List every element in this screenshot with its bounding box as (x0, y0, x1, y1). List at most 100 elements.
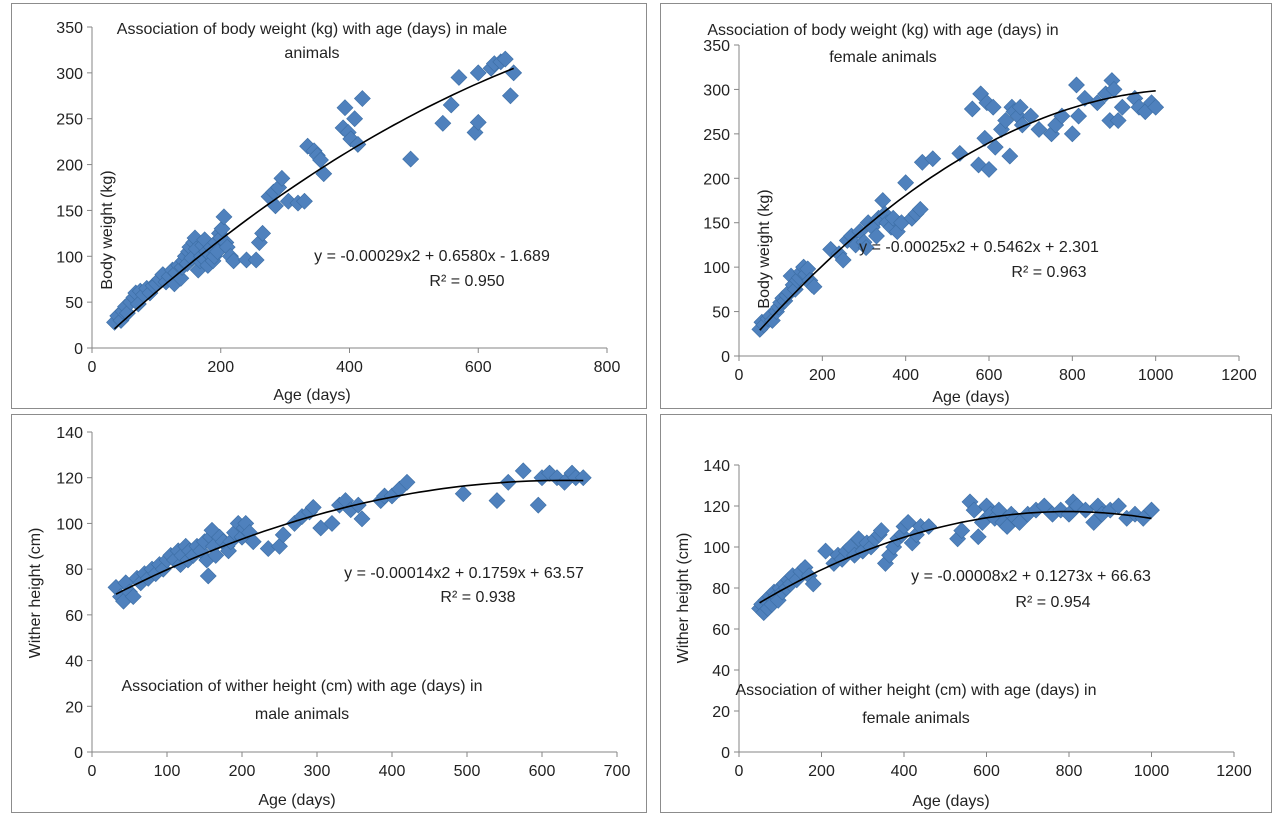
y-tick-label: 300 (703, 82, 730, 99)
x-tick-label: 1200 (1216, 763, 1252, 780)
x-axis-label: Age (days) (258, 792, 335, 809)
data-point (271, 537, 288, 555)
chart-svg: 0 50 100 150 200 250 300 350 0 200 400 600 800 1000 12… (703, 22, 1257, 406)
data-point (213, 220, 231, 238)
data-point (1013, 116, 1031, 134)
data-point (574, 469, 592, 487)
data-point (469, 64, 487, 82)
data-point (897, 174, 915, 192)
data-point (505, 64, 523, 82)
y-tick-label: 140 (56, 425, 83, 442)
data-point (953, 522, 971, 540)
y-tick-label: 20 (65, 699, 83, 716)
data-point (965, 501, 983, 519)
chart-panel-male-weight: 0 50 100 150 200 250 300 350 0 200 400 600 800 Associ… (11, 3, 647, 409)
data-point (442, 96, 460, 114)
r-squared-label: R² = 0.954 (1015, 594, 1090, 611)
x-tick-label: 500 (454, 763, 481, 780)
data-point (353, 90, 371, 107)
x-tick-label: 600 (976, 367, 1003, 384)
y-tick-label: 250 (56, 112, 83, 129)
x-tick-label: 200 (207, 359, 234, 376)
chart-title-line: male animals (255, 706, 349, 723)
y-tick-label: 60 (712, 622, 730, 639)
x-axis-label: Age (days) (273, 387, 350, 404)
data-point (969, 528, 987, 546)
x-axis-label: Age (days) (912, 793, 989, 810)
trendline (115, 479, 584, 595)
chart-svg: 0 20 40 60 80 100 120 140 0 200 400 600 800 1000 1200 A… (675, 458, 1252, 810)
data-point (469, 113, 487, 131)
x-tick-label: 0 (735, 367, 744, 384)
data-point (805, 278, 823, 296)
trendline (759, 90, 1156, 331)
y-tick-label: 50 (65, 295, 83, 312)
y-axis-label: Body weight (kg) (99, 170, 116, 289)
trend-equation: y = -0.00029x2 + 0.6580x - 1.689 (314, 248, 550, 265)
data-point (274, 526, 292, 544)
data-point (899, 513, 917, 531)
x-tick-label: 600 (465, 359, 492, 376)
data-point (804, 575, 822, 593)
data-point (997, 112, 1015, 129)
data-point (1035, 497, 1053, 515)
x-tick-label: 800 (1056, 763, 1083, 780)
r-squared-label: R² = 0.950 (429, 273, 504, 290)
chart-title-line: Association of body weight (kg) with age… (707, 22, 1058, 39)
data-point (502, 87, 519, 105)
x-tick-label: 200 (809, 367, 836, 384)
chart-title-line: Association of body weight (kg) with age… (117, 21, 508, 38)
y-tick-label: 120 (56, 471, 83, 488)
data-point (199, 567, 217, 585)
x-tick-label: 600 (973, 763, 1000, 780)
x-tick-label: 400 (892, 367, 919, 384)
r-squared-label: R² = 0.963 (1011, 264, 1086, 281)
x-tick-label: 200 (808, 763, 835, 780)
x-tick-label: 1000 (1134, 763, 1170, 780)
chart-title-line: Association of wither height (cm) with a… (121, 678, 482, 695)
data-point (990, 501, 1008, 519)
data-point (336, 99, 354, 117)
data-point (986, 138, 1004, 156)
data-point (353, 510, 371, 528)
data-point (247, 251, 265, 269)
x-tick-label: 200 (229, 763, 256, 780)
y-tick-label: 350 (56, 20, 83, 37)
data-point (980, 160, 998, 178)
y-tick-label: 50 (712, 305, 730, 322)
x-tick-label: 300 (304, 763, 331, 780)
trend-equation: y = -0.00008x2 + 0.1273x + 66.63 (911, 568, 1151, 585)
data-point (834, 251, 852, 269)
data-point (998, 518, 1016, 535)
data-point (398, 473, 416, 491)
x-tick-label: 0 (88, 359, 97, 376)
chart-title-line: female animals (862, 710, 970, 727)
x-tick-label: 800 (594, 359, 621, 376)
x-tick-label: 100 (154, 763, 181, 780)
data-point (1147, 98, 1165, 116)
y-tick-label: 80 (65, 562, 83, 579)
y-tick-label: 140 (703, 458, 730, 475)
data-point (254, 224, 272, 242)
data-point (1113, 98, 1131, 116)
data-point (315, 165, 333, 183)
data-point (323, 515, 341, 532)
x-tick-label: 600 (529, 763, 556, 780)
chart-panel-female-weight: 0 50 100 150 200 250 300 350 0 200 400 600 800 1000 12… (660, 3, 1272, 409)
data-point (450, 69, 468, 86)
data-point (244, 533, 262, 551)
data-point (857, 239, 875, 257)
y-tick-label: 200 (703, 171, 730, 188)
y-tick-label: 120 (703, 499, 730, 516)
data-point (514, 462, 532, 480)
y-tick-label: 250 (703, 127, 730, 144)
data-point (872, 522, 890, 540)
data-point (434, 114, 452, 132)
chart-title-line: Association of wither height (cm) with a… (735, 682, 1096, 699)
trend-equation: y = -0.00025x2 + 0.5462x + 2.301 (859, 239, 1099, 256)
trendline (759, 510, 1152, 604)
x-tick-label: 400 (891, 763, 918, 780)
y-tick-label: 0 (74, 745, 83, 762)
y-tick-label: 150 (56, 203, 83, 220)
x-tick-label: 400 (336, 359, 363, 376)
